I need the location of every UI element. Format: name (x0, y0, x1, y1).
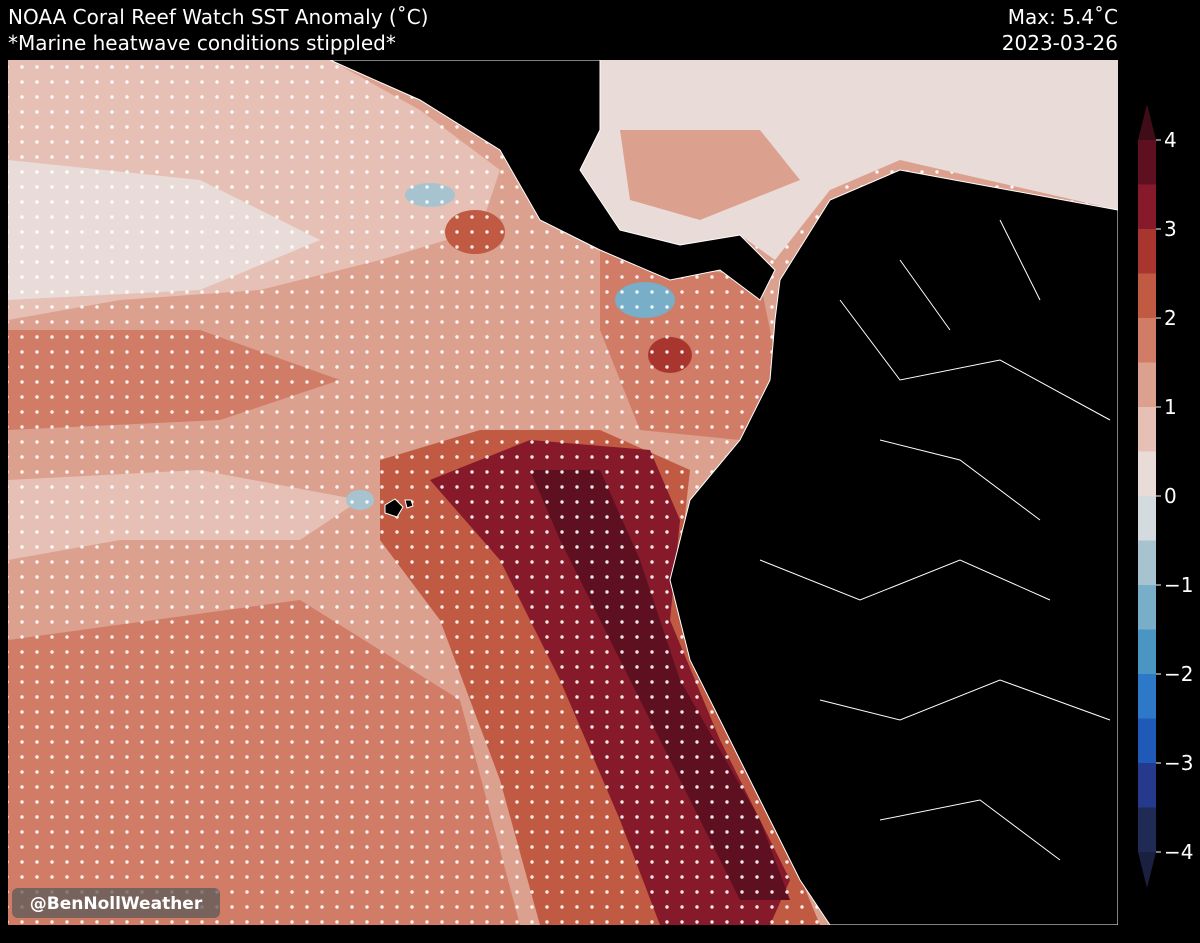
colorbar-segment (1138, 273, 1156, 318)
date: 2023-03-26 (1002, 31, 1118, 55)
colorbar-extend-under (1138, 852, 1156, 888)
colorbar: 4 3 2 1 0 −1 −2 −3 −4 (1138, 104, 1193, 888)
colorbar-segment (1138, 362, 1156, 407)
subtitle: *Marine heatwave conditions stippled* (8, 31, 396, 55)
colorbar-segment (1138, 763, 1156, 808)
colorbar-segment (1138, 318, 1156, 363)
colorbar-segment (1138, 718, 1156, 763)
watermark-box (12, 888, 220, 918)
colorbar-segment (1138, 585, 1156, 630)
colorbar-tick-label: −1 (1164, 573, 1193, 597)
colorbar-segment (1138, 229, 1156, 274)
watermark: @BenNollWeather (30, 894, 203, 914)
central-america (329, 60, 776, 301)
colorbar-tick-label: 1 (1164, 395, 1177, 419)
colorbar-tick-label: −4 (1164, 840, 1193, 864)
colorbar-segment (1138, 674, 1156, 719)
colorbar-tick-label: 3 (1164, 217, 1177, 241)
warm-area (620, 130, 800, 220)
colorbar-segment (1138, 629, 1156, 674)
colorbar-segment (1138, 407, 1156, 452)
colorbar-tick-label: −3 (1164, 751, 1193, 775)
colorbar-segment (1138, 140, 1156, 185)
colorbar-segment (1138, 451, 1156, 496)
max-value: Max: 5.4˚C (1008, 5, 1118, 29)
galapagos (384, 498, 414, 518)
colorbar-tick-label: 2 (1164, 306, 1177, 330)
colorbar-segment (1138, 184, 1156, 229)
colorbar-extend-over (1138, 104, 1156, 140)
map (8, 60, 1118, 925)
colorbar-tick-label: −2 (1164, 662, 1193, 686)
colorbar-segment (1138, 540, 1156, 585)
south-america (669, 169, 1118, 925)
title: NOAA Coral Reef Watch SST Anomaly (˚C) (8, 5, 428, 29)
colorbar-segment (1138, 496, 1156, 541)
colorbar-tick-label: 0 (1164, 484, 1177, 508)
colorbar-segment (1138, 807, 1156, 852)
colorbar-tick-label: 4 (1164, 128, 1177, 152)
borders (759, 219, 1111, 861)
